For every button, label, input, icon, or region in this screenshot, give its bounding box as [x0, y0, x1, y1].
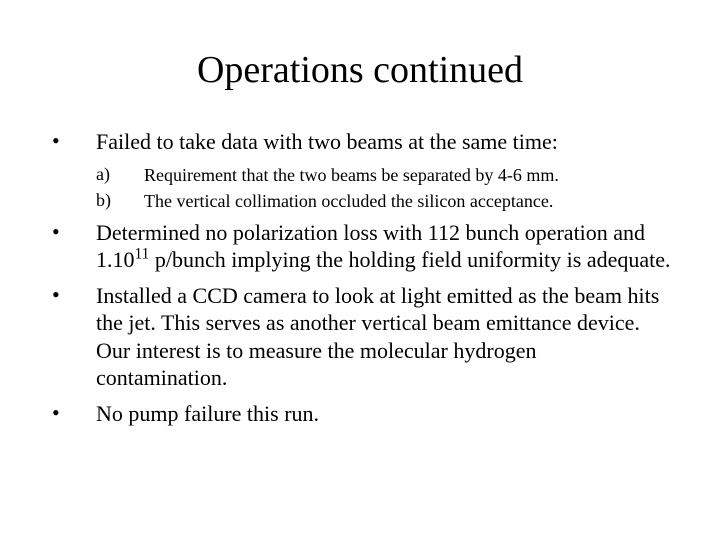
- sub-b-text: The vertical collimation occluded the si…: [144, 190, 672, 213]
- bullet-3: • Installed a CCD camera to look at ligh…: [48, 282, 672, 392]
- sub-a-text: Requirement that the two beams be separa…: [144, 164, 672, 187]
- bullet-1: • Failed to take data with two beams at …: [48, 128, 672, 156]
- bullet-2: • Determined no polarization loss with 1…: [48, 219, 672, 274]
- bullet-2-text: Determined no polarization loss with 112…: [96, 219, 672, 274]
- bullet-marker: •: [48, 128, 96, 156]
- sub-marker-b: b): [96, 190, 144, 213]
- sub-bullet-b: b) The vertical collimation occluded the…: [48, 190, 672, 213]
- bullet-4-text: No pump failure this run.: [96, 400, 672, 428]
- slide-title: Operations continued: [48, 48, 672, 92]
- bullet-marker: •: [48, 282, 96, 392]
- bullet-2-exponent: 11: [135, 246, 150, 263]
- bullet-4: • No pump failure this run.: [48, 400, 672, 428]
- bullet-1-text: Failed to take data with two beams at th…: [96, 128, 672, 156]
- bullet-2-post: p/bunch implying the holding field unifo…: [149, 247, 670, 272]
- bullet-marker: •: [48, 219, 96, 274]
- sub-marker-a: a): [96, 164, 144, 187]
- sub-bullet-a: a) Requirement that the two beams be sep…: [48, 164, 672, 187]
- bullet-marker: •: [48, 400, 96, 428]
- bullet-3-text: Installed a CCD camera to look at light …: [96, 282, 672, 392]
